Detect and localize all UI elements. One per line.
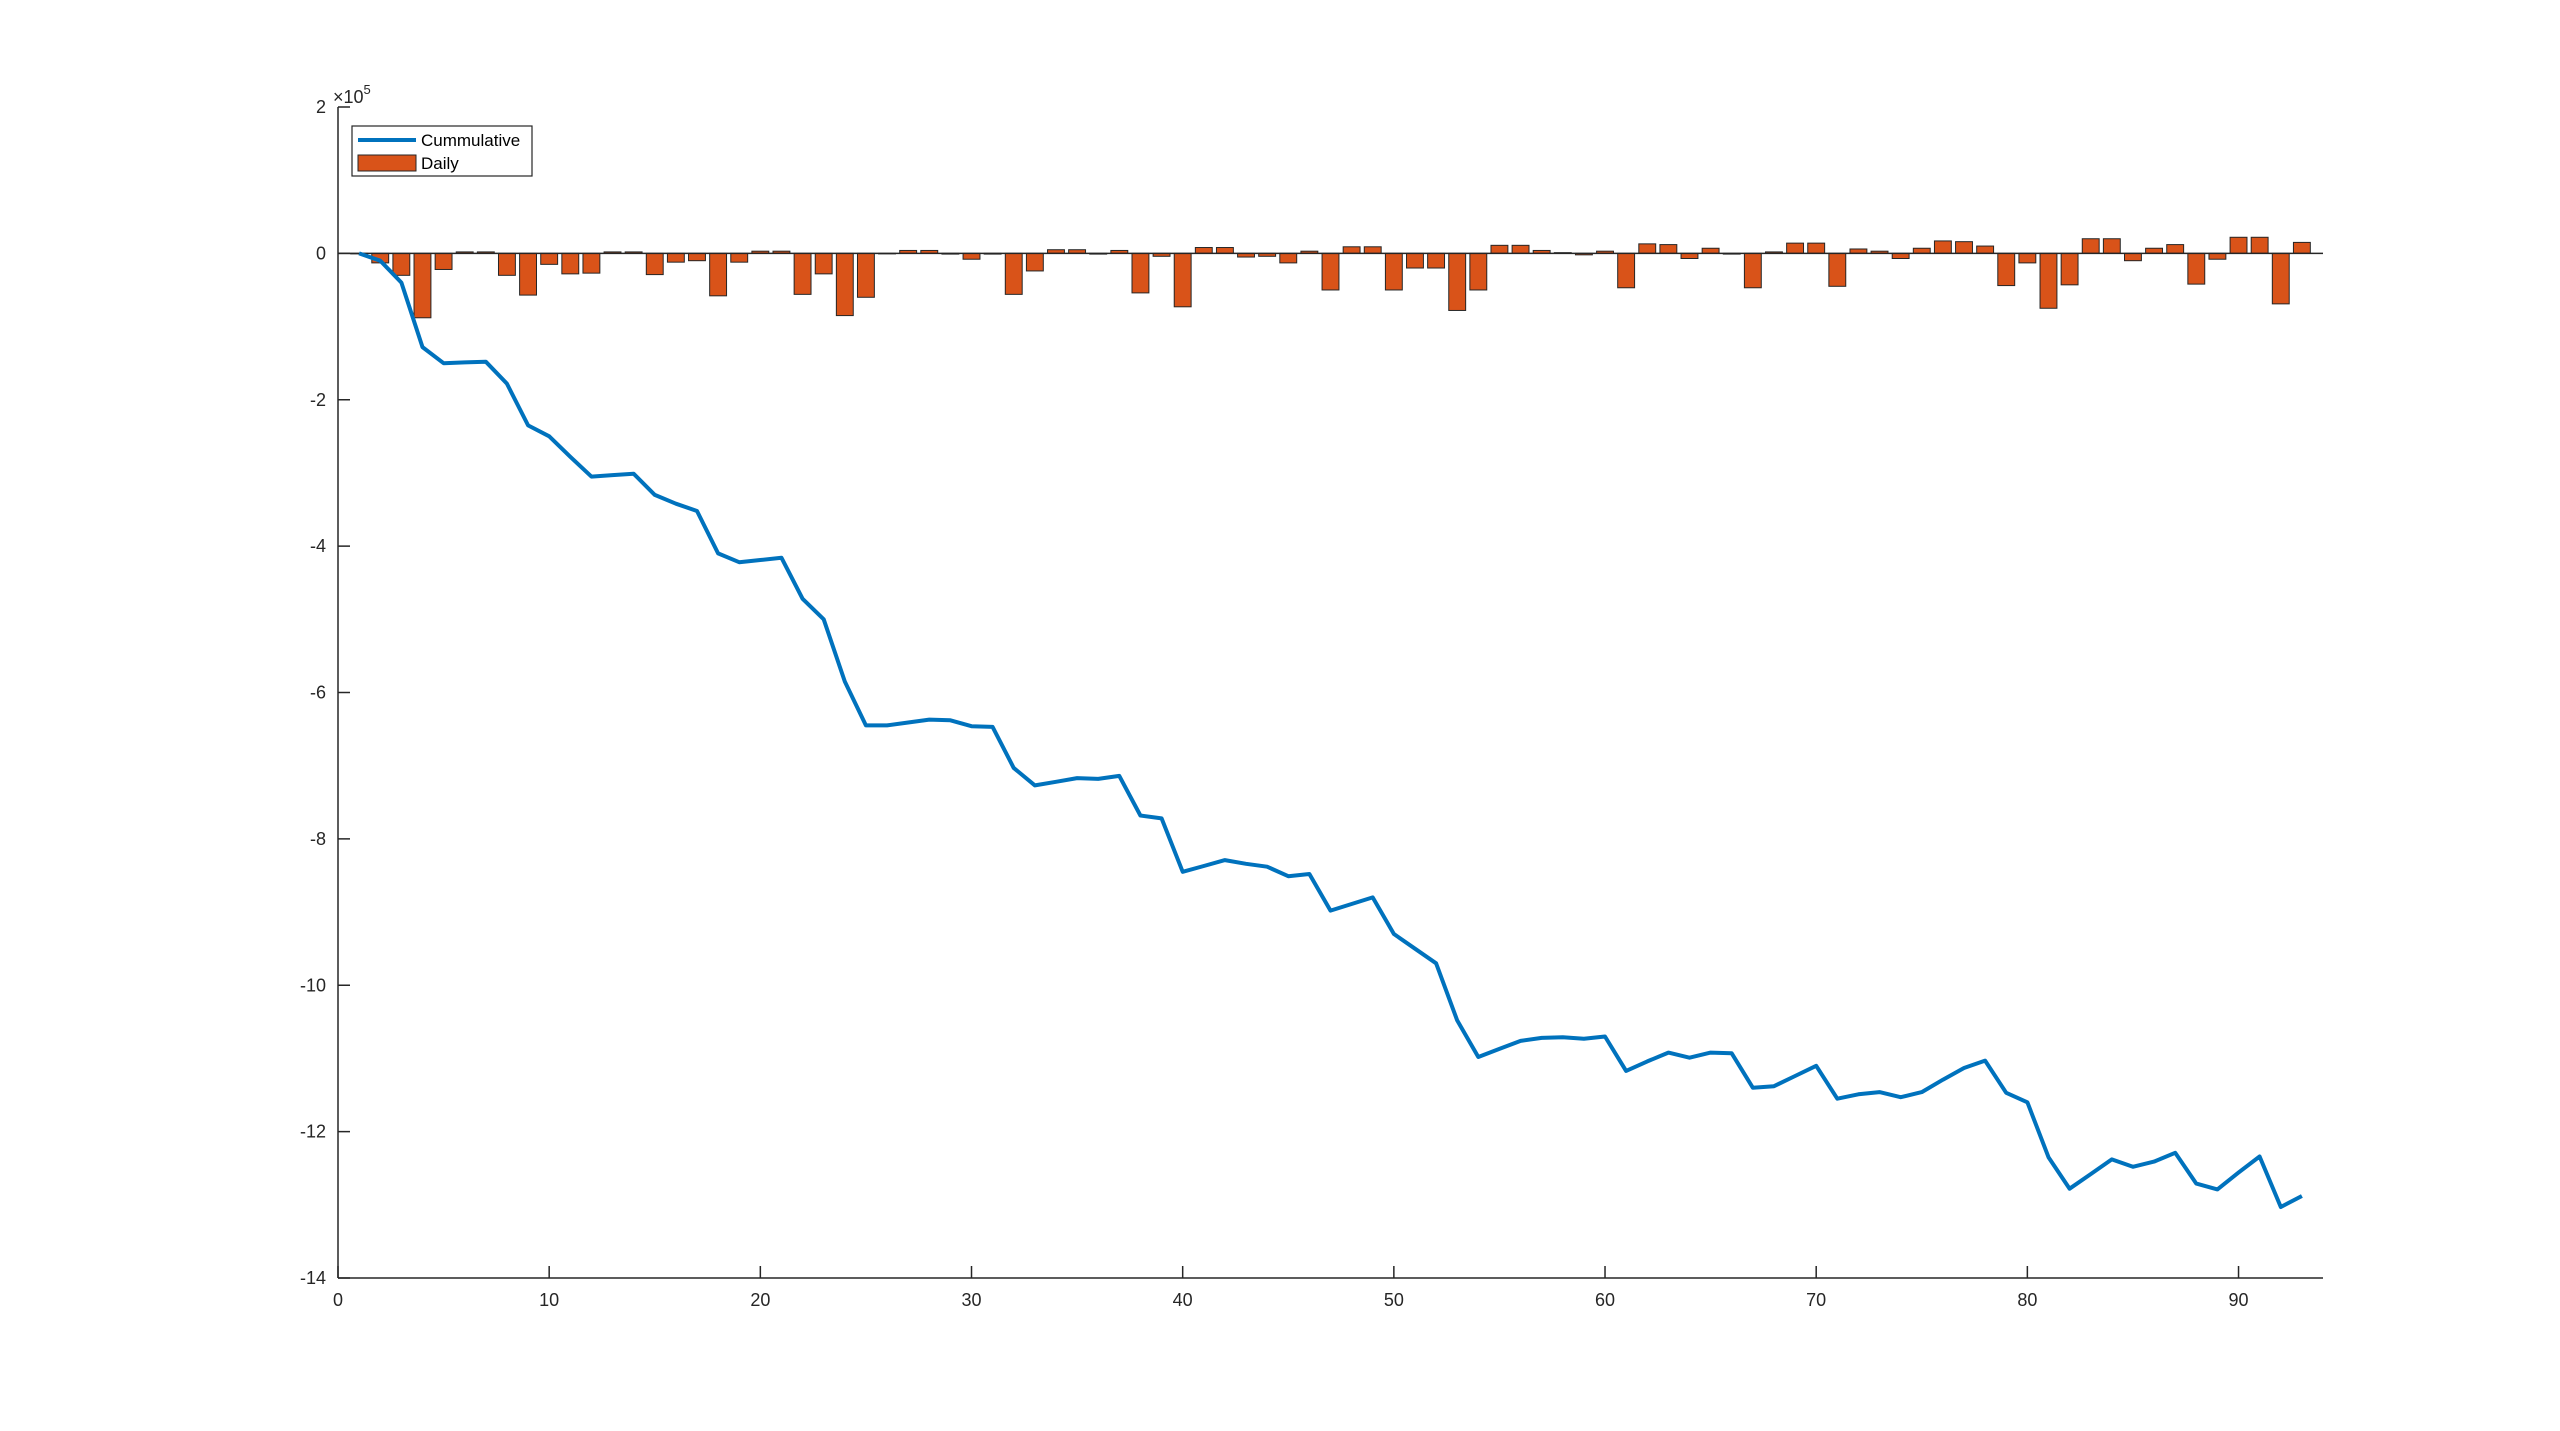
- daily-bar: [2124, 252, 2142, 262]
- daily-bar: [582, 252, 601, 274]
- daily-bar: [1342, 246, 1361, 254]
- x-tick-label: 0: [333, 1290, 343, 1310]
- daily-bar: [1279, 252, 1298, 264]
- legend-daily-swatch: [357, 154, 417, 172]
- daily-bar: [2271, 252, 2290, 305]
- daily-bar: [1173, 252, 1192, 308]
- daily-bar: [688, 252, 706, 262]
- daily-bar: [2145, 247, 2164, 254]
- x-tick-label: 70: [1806, 1290, 1826, 1310]
- y-axis: 2 0 -2 -4 -6 -8 -10 -12 -14 ×105: [300, 82, 371, 1288]
- y-tick-label: -12: [300, 1122, 326, 1142]
- daily-bar: [2081, 238, 2100, 254]
- daily-bar: [793, 252, 812, 295]
- x-axis: 0 10 20 30 40 50 60 70 80 90: [333, 1266, 2323, 1310]
- y-tick-label: -14: [300, 1268, 326, 1288]
- daily-bar: [666, 252, 685, 263]
- y-exponent-base: ×10: [333, 87, 364, 107]
- daily-bar: [1997, 252, 2016, 287]
- daily-bar: [1004, 252, 1023, 295]
- daily-bars: [350, 236, 2311, 319]
- daily-bar: [561, 252, 580, 275]
- daily-bar: [856, 252, 875, 298]
- daily-bar: [1194, 247, 1213, 254]
- daily-bar: [497, 252, 516, 276]
- daily-bar: [1131, 252, 1150, 294]
- daily-bar: [1955, 241, 1973, 254]
- x-ticks: 0 10 20 30 40 50 60 70 80 90: [333, 1266, 2249, 1310]
- daily-bar: [2250, 236, 2269, 254]
- x-tick-label: 30: [961, 1290, 981, 1310]
- daily-bar: [2102, 238, 2121, 254]
- daily-bar: [814, 252, 833, 275]
- y-exponent-power: 5: [364, 82, 371, 97]
- plot-area: [338, 236, 2323, 1209]
- daily-bar: [1469, 252, 1488, 291]
- daily-bar: [1680, 252, 1699, 259]
- y-tick-label: -10: [300, 975, 326, 995]
- daily-bar: [2208, 252, 2227, 260]
- daily-bar: [1384, 252, 1403, 291]
- y-tick-label: 2: [316, 97, 326, 117]
- daily-bar: [2187, 252, 2206, 285]
- daily-bar: [540, 252, 559, 265]
- x-tick-label: 40: [1173, 1290, 1193, 1310]
- x-tick-label: 20: [750, 1290, 770, 1310]
- daily-bar: [1659, 244, 1678, 254]
- daily-bar: [1406, 252, 1424, 269]
- daily-bar: [835, 252, 854, 317]
- y-tick-label: -2: [310, 390, 326, 410]
- x-tick-label: 10: [539, 1290, 559, 1310]
- legend: Cummulative Daily: [351, 125, 533, 177]
- daily-bar: [1617, 252, 1636, 289]
- daily-bar: [1025, 252, 1044, 272]
- daily-bar: [392, 252, 411, 276]
- daily-bar: [1638, 243, 1657, 254]
- x-tick-label: 60: [1595, 1290, 1615, 1310]
- daily-bar: [1490, 244, 1509, 254]
- y-exponent-label: ×105: [333, 82, 371, 107]
- x-tick-label: 80: [2017, 1290, 2037, 1310]
- daily-bar: [1976, 245, 1995, 254]
- daily-bar: [1701, 247, 1720, 254]
- y-ticks: 2 0 -2 -4 -6 -8 -10 -12 -14: [300, 97, 350, 1288]
- daily-bar: [2292, 241, 2311, 254]
- y-tick-label: 0: [316, 243, 326, 263]
- daily-bar: [1215, 247, 1234, 254]
- daily-bar: [519, 252, 538, 296]
- daily-bar: [1828, 252, 1847, 287]
- daily-bar: [1427, 252, 1446, 269]
- daily-bar: [2018, 252, 2037, 264]
- daily-bar: [1363, 246, 1382, 254]
- daily-bar: [1912, 247, 1931, 254]
- daily-bar: [1321, 252, 1340, 291]
- daily-bar: [1448, 252, 1467, 311]
- legend-daily-label: Daily: [421, 154, 459, 173]
- daily-bar: [2039, 252, 2058, 309]
- x-tick-label: 50: [1384, 1290, 1404, 1310]
- daily-bar: [1511, 244, 1530, 254]
- daily-bar: [1891, 252, 1910, 259]
- daily-bar: [1933, 240, 1952, 254]
- daily-bar: [2060, 252, 2079, 286]
- daily-bar: [2166, 244, 2185, 254]
- daily-bar: [2229, 236, 2248, 254]
- daily-bar: [413, 252, 432, 319]
- daily-bar: [730, 252, 749, 263]
- cumulative-line: [358, 251, 2303, 1209]
- daily-bar: [1743, 252, 1762, 289]
- daily-bar: [434, 252, 453, 270]
- daily-bar: [1786, 242, 1805, 254]
- y-tick-label: -4: [310, 536, 326, 556]
- y-tick-label: -8: [310, 829, 326, 849]
- daily-bar: [709, 252, 728, 297]
- daily-bar: [1807, 242, 1826, 254]
- daily-bar: [962, 252, 981, 260]
- daily-bar: [645, 252, 664, 276]
- y-tick-label: -6: [310, 683, 326, 703]
- x-tick-label: 90: [2229, 1290, 2249, 1310]
- legend-cumulative-label: Cummulative: [421, 131, 520, 150]
